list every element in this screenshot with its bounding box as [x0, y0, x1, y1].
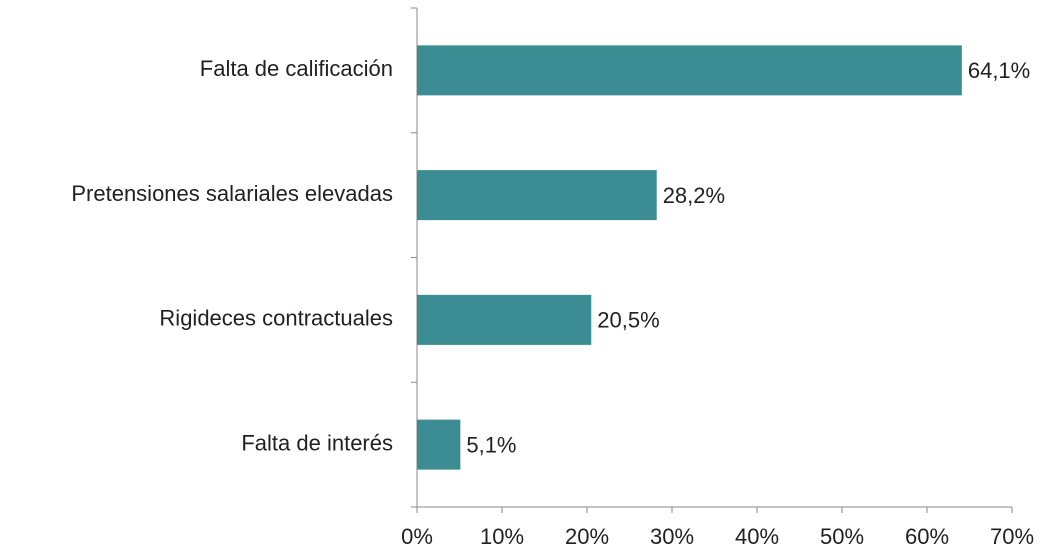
bar — [417, 419, 461, 470]
x-tick-label: 40% — [735, 524, 779, 549]
bar — [417, 45, 962, 96]
x-tick-label: 70% — [990, 524, 1034, 549]
x-tick-label: 50% — [820, 524, 864, 549]
x-tick-label: 60% — [905, 524, 949, 549]
x-tick-label: 10% — [480, 524, 524, 549]
y-tick-label: Falta de interés — [241, 430, 393, 455]
value-label: 5,1% — [466, 432, 516, 457]
bar — [417, 170, 657, 221]
y-tick-label: Falta de calificación — [200, 56, 393, 81]
x-tick-label: 20% — [565, 524, 609, 549]
x-tick-label: 0% — [401, 524, 433, 549]
value-label: 64,1% — [968, 58, 1030, 83]
bar — [417, 294, 592, 345]
x-tick-label: 30% — [650, 524, 694, 549]
y-tick-label: Pretensiones salariales elevadas — [71, 181, 393, 206]
value-label: 20,5% — [597, 308, 659, 333]
value-label: 28,2% — [663, 183, 725, 208]
y-tick-label: Rigideces contractuales — [159, 306, 393, 331]
